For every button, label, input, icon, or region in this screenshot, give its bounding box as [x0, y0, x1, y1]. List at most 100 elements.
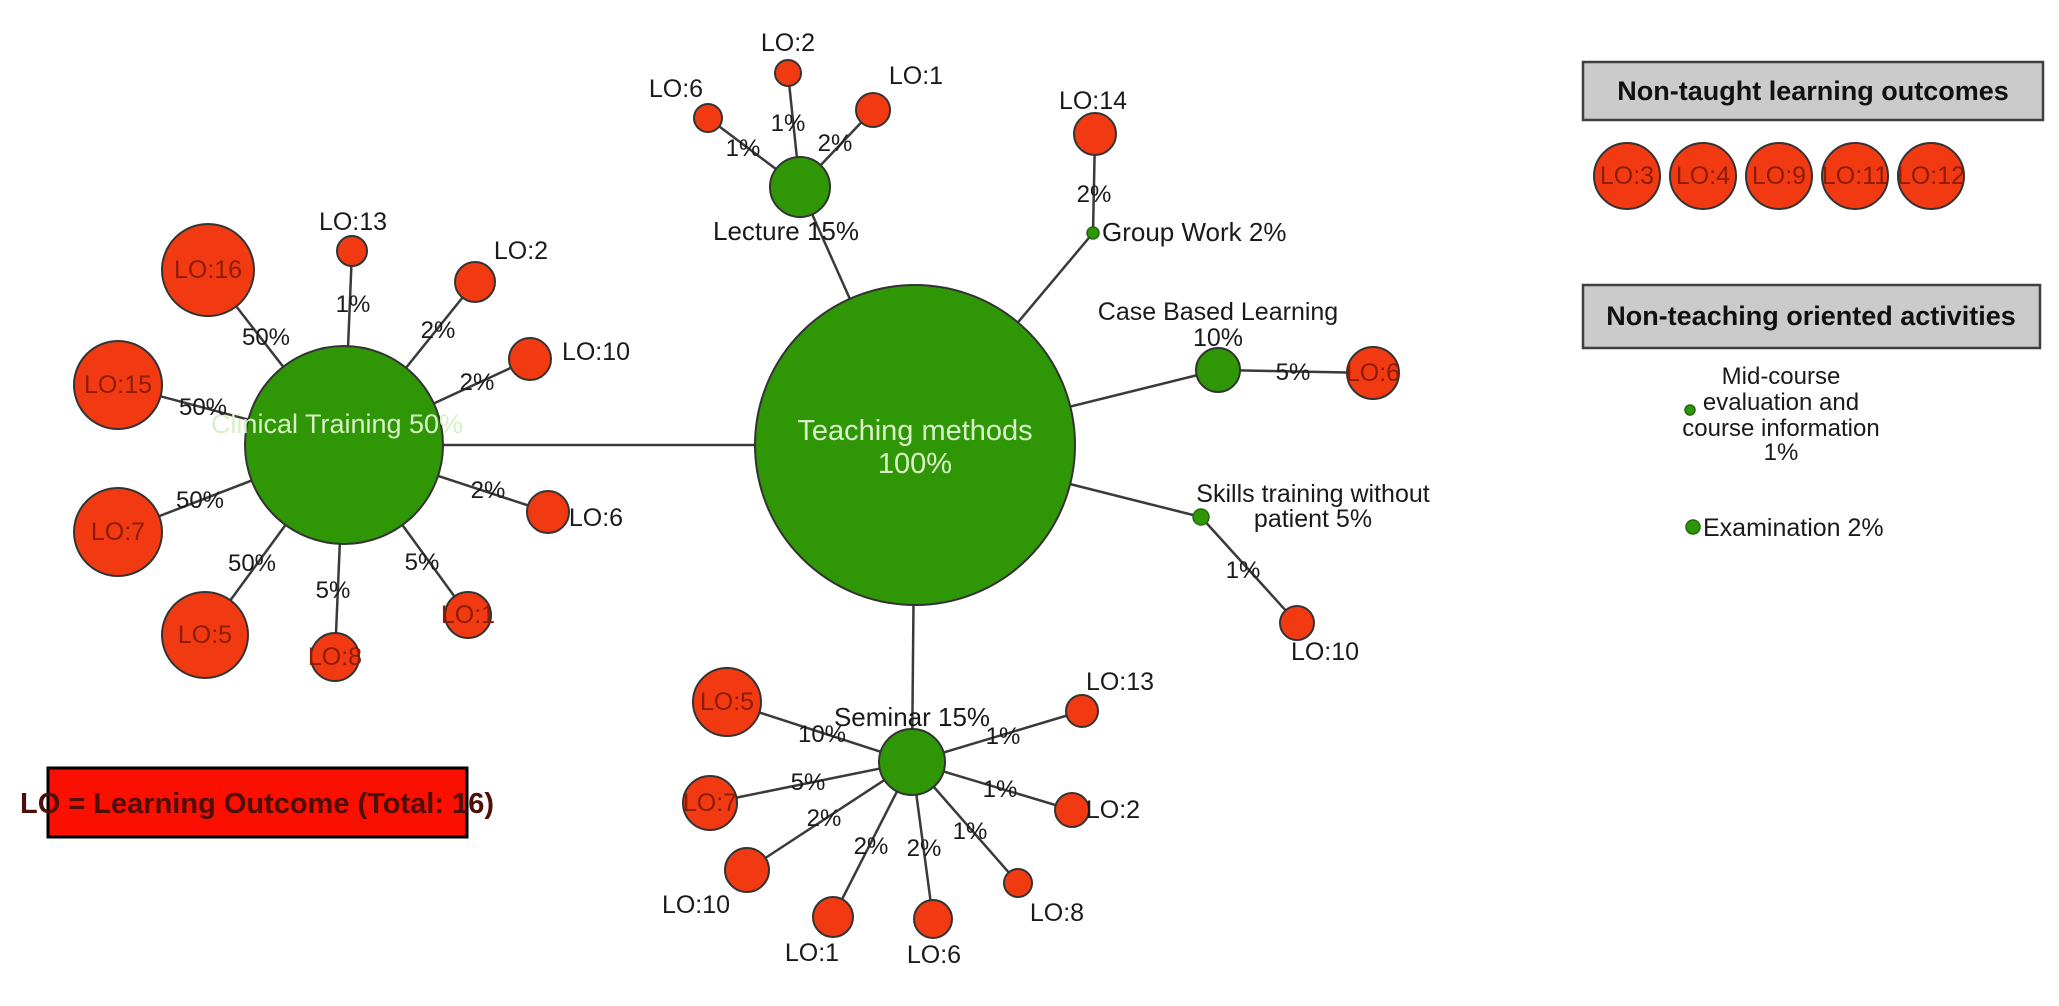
- lo-label: LO:7: [91, 518, 145, 546]
- lo-node: [724, 847, 770, 893]
- lo-node: [444, 591, 492, 639]
- lo-label: LO:12: [1897, 162, 1965, 190]
- lo-node: [508, 337, 552, 381]
- outcome-nodes: [73, 59, 1400, 939]
- method-nodes: [244, 156, 1241, 796]
- teaching-methods-node: [754, 284, 1076, 606]
- case-based-pct: 10%: [1193, 324, 1243, 352]
- lo-node: [913, 899, 953, 939]
- lo-label: LO:10: [662, 891, 730, 919]
- lo-label: LO:2: [1086, 796, 1140, 824]
- lo-label: LO:3: [1600, 162, 1654, 190]
- lo-label: LO:6: [569, 504, 623, 532]
- lo-node: [454, 261, 496, 303]
- midcourse-evaluation-label: Mid-course: [1722, 363, 1841, 390]
- lo-node: [812, 896, 854, 938]
- lo-label: LO:6: [649, 75, 703, 103]
- lo-definition-text: LO = Learning Outcome (Total: 16): [20, 788, 494, 820]
- midcourse-evaluation-label: evaluation and: [1703, 389, 1859, 416]
- non-teaching-header-box: [1581, 283, 2042, 350]
- lo-definition-rect: [46, 766, 469, 839]
- pct-label: 1%: [771, 110, 806, 137]
- lo-node: [774, 59, 802, 87]
- lo-node: [73, 487, 163, 577]
- pct-label: 1%: [953, 818, 988, 845]
- lo-labels-inside: LO:16 LO:15 LO:7 LO:5 LO:8 LO:1 LO:6 LO:…: [84, 256, 1400, 817]
- lo-node: [1279, 605, 1315, 641]
- skills-pct: patient 5%: [1254, 505, 1372, 533]
- lo-label: LO:13: [1086, 668, 1154, 696]
- lo-node: [1346, 346, 1400, 400]
- lo-node: [1054, 792, 1090, 828]
- lo-node: [692, 667, 762, 737]
- pct-label: 2%: [854, 833, 889, 860]
- lo-node: [1821, 142, 1889, 210]
- clinical-label: Clinical Training 50%: [211, 409, 463, 439]
- lo-node: [161, 223, 255, 317]
- group-work-label: Group Work 2%: [1102, 217, 1286, 247]
- lo-label: LO:10: [562, 338, 630, 366]
- teaching-label: Teaching methods: [797, 415, 1032, 447]
- lo-label: LO:2: [494, 237, 548, 265]
- examination-label: Examination 2%: [1703, 514, 1884, 542]
- lo-node: [855, 92, 891, 128]
- pct-label: 5%: [791, 769, 826, 796]
- lo-definition-box: LO = Learning Outcome (Total: 16): [20, 766, 494, 839]
- lo-label: LO:8: [308, 643, 362, 671]
- lo-label: LO:8: [1030, 899, 1084, 927]
- clinical-training-node: [244, 345, 444, 545]
- pct-label: 1%: [983, 776, 1018, 803]
- teaching-pct: 100%: [878, 448, 952, 480]
- lo-node: [310, 632, 360, 682]
- skills-training-node: [1192, 508, 1210, 526]
- pct-label: 50%: [176, 487, 224, 514]
- pct-label: 1%: [336, 291, 371, 318]
- seminar-label: Seminar 15%: [834, 702, 990, 732]
- examination-node: [1685, 519, 1701, 535]
- hub-labels: Teaching methods 100% Clinical Training …: [211, 216, 1430, 732]
- non-taught-title: Non-taught learning outcomes: [1617, 76, 2009, 106]
- edge-line: [709, 760, 913, 805]
- edge-line: [1200, 516, 1298, 624]
- pct-label: 50%: [242, 324, 290, 351]
- lo-label: LO:1: [441, 601, 495, 629]
- midcourse-evaluation-node: [1684, 404, 1696, 416]
- non-teaching-legend: Non-teaching oriented activities Mid-cou…: [1581, 283, 2042, 542]
- pct-label: 50%: [228, 550, 276, 577]
- pct-label: 2%: [471, 477, 506, 504]
- lo-node: [161, 591, 249, 679]
- case-based-label: Case Based Learning: [1098, 298, 1338, 326]
- lo-label: LO:1: [785, 939, 839, 967]
- lo-label: LO:14: [1059, 87, 1127, 115]
- lo-node: [1073, 112, 1117, 156]
- lo-label: LO:1: [889, 62, 943, 90]
- case-based-learning-node: [1195, 347, 1241, 393]
- lecture-node: [769, 156, 831, 218]
- lo-node: [1065, 694, 1099, 728]
- lo-node: [682, 775, 738, 831]
- lo-label: LO:9: [1752, 162, 1806, 190]
- lo-label: LO:5: [178, 621, 232, 649]
- midcourse-evaluation-label: course information: [1682, 415, 1879, 442]
- pct-label: 1%: [1226, 557, 1261, 584]
- group-work-node: [1086, 226, 1100, 240]
- pct-label: 2%: [807, 805, 842, 832]
- lo-labels-outside: LO:13 LO:2 LO:10 LO:6 LO:6 LO:2 LO:1 LO:…: [319, 29, 1359, 969]
- lo-node: [526, 490, 570, 534]
- lo-node: [336, 235, 368, 267]
- pct-label: 10%: [798, 721, 846, 748]
- skills-label: Skills training without: [1196, 480, 1429, 508]
- lecture-label: Lecture 15%: [713, 216, 859, 246]
- pct-label: 2%: [421, 317, 456, 344]
- edge-percent-labels: 50% 1% 2% 2% 50% 50% 50% 5% 5% 2% 1% 1% …: [176, 110, 1310, 862]
- lo-label: LO:15: [84, 371, 152, 399]
- non-taught-legend: Non-taught learning outcomes LO:3 LO:4 L…: [1581, 60, 2045, 210]
- seminar-node: [878, 728, 946, 796]
- lo-label: LO:2: [761, 29, 815, 57]
- lo-label: LO:10: [1291, 638, 1359, 666]
- lo-node: [1593, 142, 1661, 210]
- lo-label: LO:7: [683, 789, 737, 817]
- pct-label: 5%: [1276, 359, 1311, 386]
- pct-label: 2%: [1077, 181, 1112, 208]
